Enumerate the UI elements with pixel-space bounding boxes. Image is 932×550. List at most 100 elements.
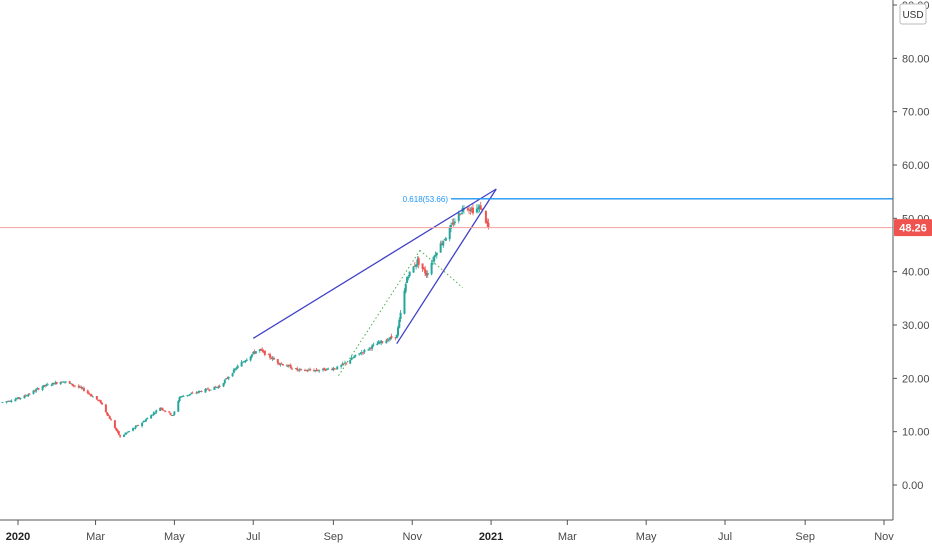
candle: [190, 392, 193, 395]
candle: [371, 344, 374, 352]
candle: [80, 385, 83, 390]
candle: [345, 362, 348, 365]
candle: [452, 218, 455, 227]
candle: [351, 357, 354, 359]
candle: [244, 359, 247, 364]
wedge-upper-trendline[interactable]: [252, 188, 497, 339]
candle: [90, 393, 93, 397]
candle: [331, 367, 334, 371]
candle: [91, 396, 94, 398]
candle: [377, 340, 380, 344]
candle: [208, 388, 211, 392]
candle: [444, 236, 447, 242]
candle: [334, 368, 337, 370]
candle: [50, 383, 53, 387]
candle: [106, 412, 109, 416]
candle: [443, 239, 446, 241]
candle: [486, 218, 489, 227]
candle: [218, 384, 221, 388]
candle: [267, 353, 270, 355]
y-tick-label: 70.00: [902, 107, 930, 119]
candle: [451, 218, 454, 226]
candle: [412, 266, 415, 273]
candle: [113, 419, 116, 429]
candle: [235, 366, 238, 371]
candle: [168, 411, 171, 413]
candle: [199, 390, 202, 392]
candle: [322, 368, 325, 372]
candle: [460, 212, 463, 215]
candle: [116, 429, 119, 433]
candle: [64, 380, 67, 384]
candle: [469, 207, 472, 215]
candle: [250, 354, 253, 359]
candle: [72, 384, 75, 388]
candle: [426, 270, 429, 278]
candle: [380, 340, 383, 346]
x-tick-label: 2021: [479, 531, 503, 543]
candle: [177, 400, 180, 413]
candle: [297, 369, 300, 372]
last-price-label: 48.26: [899, 223, 927, 235]
projection-down-dotted-line[interactable]: [419, 249, 463, 289]
candle: [252, 351, 255, 355]
candle: [110, 418, 113, 421]
candle: [37, 387, 40, 391]
candle: [9, 400, 12, 402]
candle: [309, 367, 312, 372]
candle: [173, 411, 176, 416]
candle: [272, 356, 275, 360]
candle: [161, 407, 164, 411]
candle: [95, 395, 98, 401]
wedge-lower-trendline[interactable]: [396, 188, 497, 345]
candle: [101, 402, 104, 405]
candle: [107, 413, 110, 417]
candle: [315, 367, 318, 372]
candle: [14, 397, 17, 402]
candle: [407, 275, 410, 281]
candle: [389, 336, 392, 341]
candle: [207, 387, 210, 390]
x-tick-label: Jul: [718, 531, 732, 543]
candle: [117, 431, 120, 436]
candle: [336, 365, 339, 370]
candle: [243, 360, 246, 363]
candle: [280, 362, 283, 365]
candle: [53, 383, 56, 385]
candle: [397, 325, 400, 338]
candle: [205, 388, 208, 391]
candle: [216, 386, 219, 389]
candle: [227, 376, 230, 381]
candle: [368, 347, 371, 351]
candle: [209, 389, 212, 391]
candle: [386, 337, 389, 342]
candle: [191, 391, 194, 394]
candle: [385, 338, 388, 344]
candle: [99, 399, 102, 404]
candle: [188, 394, 191, 397]
candle: [200, 390, 203, 393]
candle: [416, 256, 419, 268]
candle: [435, 252, 438, 259]
candle: [369, 347, 372, 351]
candle: [15, 397, 18, 400]
candle: [68, 380, 71, 384]
candle: [324, 368, 327, 372]
currency-label: USD: [902, 10, 923, 21]
x-axis[interactable]: 2020 Mar May Jul Sep Nov 2021 Mar May Jul Sep Nov: [6, 520, 895, 543]
candle: [222, 382, 225, 388]
x-tick-label: May: [636, 531, 657, 543]
candle: [453, 218, 456, 226]
currency-box[interactable]: [899, 3, 927, 25]
candle: [300, 368, 303, 371]
candle: [249, 356, 252, 362]
candle: [442, 240, 445, 248]
candle: [234, 367, 237, 372]
candle: [261, 347, 264, 353]
projection-up-dotted-line[interactable]: [338, 250, 421, 376]
candle: [169, 412, 172, 416]
candle: [433, 254, 436, 265]
candle: [181, 395, 184, 398]
candles-layer: [1, 201, 490, 439]
